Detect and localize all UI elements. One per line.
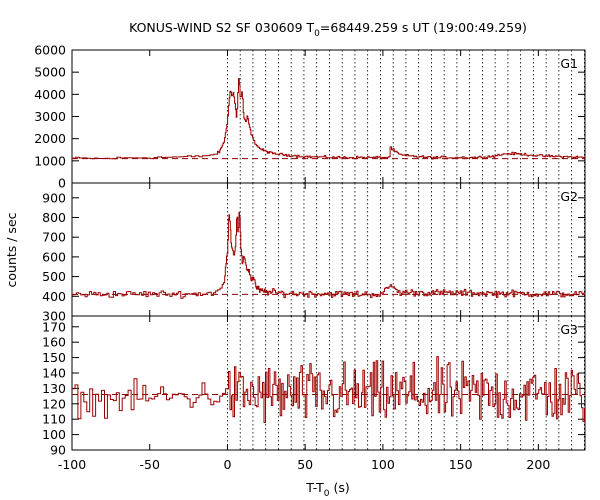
y-tick-label: 0 [58,176,66,191]
y-tick-label: 140 [42,365,66,380]
light-curve-g2 [72,211,586,299]
y-tick-label: 6000 [34,43,66,58]
y-tick-label: 170 [42,319,66,334]
x-tick-label: -50 [140,457,160,472]
panel-frame-g3 [71,315,586,451]
y-tick-label: 160 [42,335,66,350]
y-tick-label: 500 [42,269,66,284]
y-tick-label: 400 [42,289,66,304]
panel-g2: 300 400 500 600 700 800 900 G2 [42,182,586,324]
y-tick-label: 300 [42,309,66,324]
y-tick-label: 5000 [34,65,66,80]
panel-label-g3: G3 [560,322,578,337]
y-axis-label: counts / sec [4,212,19,287]
y-tick-label: 800 [42,210,66,225]
x-axis-label: T-T0 (s) [305,480,349,499]
y-tick-label: 130 [42,381,66,396]
panel-g1: 0 1000 2000 3000 4000 5000 6000 G1 [34,43,586,191]
y-tick-label: 120 [42,396,66,411]
chart-title: KONUS-WIND S2 SF 030609 T0=68449.259 s U… [129,20,527,39]
y-tick-label: 100 [42,427,66,442]
y-tick-label: 900 [42,190,66,205]
y-tick-label: 90 [50,443,66,458]
x-tick-label: 0 [223,457,231,472]
y-tick-label: 600 [42,249,66,264]
plot-layer: 0100020003000400050006000G13004005006007… [34,43,586,472]
x-tick-label: -100 [58,457,86,472]
y-tick-label: 110 [42,412,66,427]
y-tick-label: 2000 [34,131,66,146]
x-tick-label: 150 [449,457,473,472]
light-curve-g1 [72,78,585,160]
light-curve-g3 [72,356,585,423]
y-tick-label: 3000 [34,109,66,124]
x-tick-label: 200 [526,457,550,472]
x-tick-label: 100 [371,457,395,472]
y-tick-label: 150 [42,350,66,365]
y-tick-label: 4000 [34,87,66,102]
panel-label-g2: G2 [560,189,578,204]
y-tick-label: 700 [42,230,66,245]
y-tick-label: 1000 [34,153,66,168]
panel-label-g1: G1 [560,56,578,71]
x-tick-label: 50 [297,457,313,472]
